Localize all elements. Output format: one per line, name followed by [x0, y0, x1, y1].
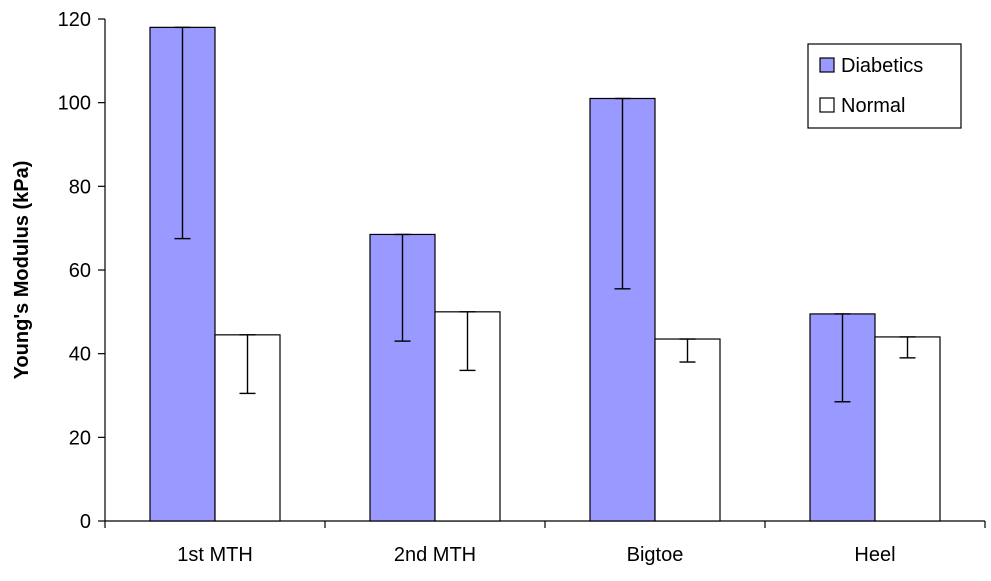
- legend: Diabetics Normal: [807, 43, 962, 129]
- legend-swatch-normal: [819, 97, 835, 113]
- y-axis-title: Young's Modulus (kPa): [11, 161, 33, 380]
- x-category-label: Heel: [854, 544, 895, 566]
- y-tick-label: 120: [58, 9, 91, 31]
- y-tick-label: 100: [58, 93, 91, 115]
- legend-label-diabetics: Diabetics: [841, 55, 923, 77]
- x-category-label: Bigtoe: [627, 544, 684, 566]
- plot-area: 0 20 40 60 80 100 120 1st MTH 2nd MTH Bigtoe Heel: [58, 9, 986, 566]
- bar-normal-heel: [874, 336, 941, 522]
- y-tick-label: 20: [69, 427, 91, 449]
- legend-swatch-diabetics: [819, 57, 835, 73]
- y-tick-label: 0: [80, 511, 91, 533]
- bar-normal-bigtoe: [654, 338, 721, 522]
- legend-label-normal: Normal: [841, 95, 905, 117]
- x-category-label: 2nd MTH: [394, 544, 476, 566]
- y-tick-label: 40: [69, 344, 91, 366]
- y-tick-label: 60: [69, 260, 91, 282]
- x-category-label: 1st MTH: [177, 544, 253, 566]
- y-tick-label: 80: [69, 176, 91, 198]
